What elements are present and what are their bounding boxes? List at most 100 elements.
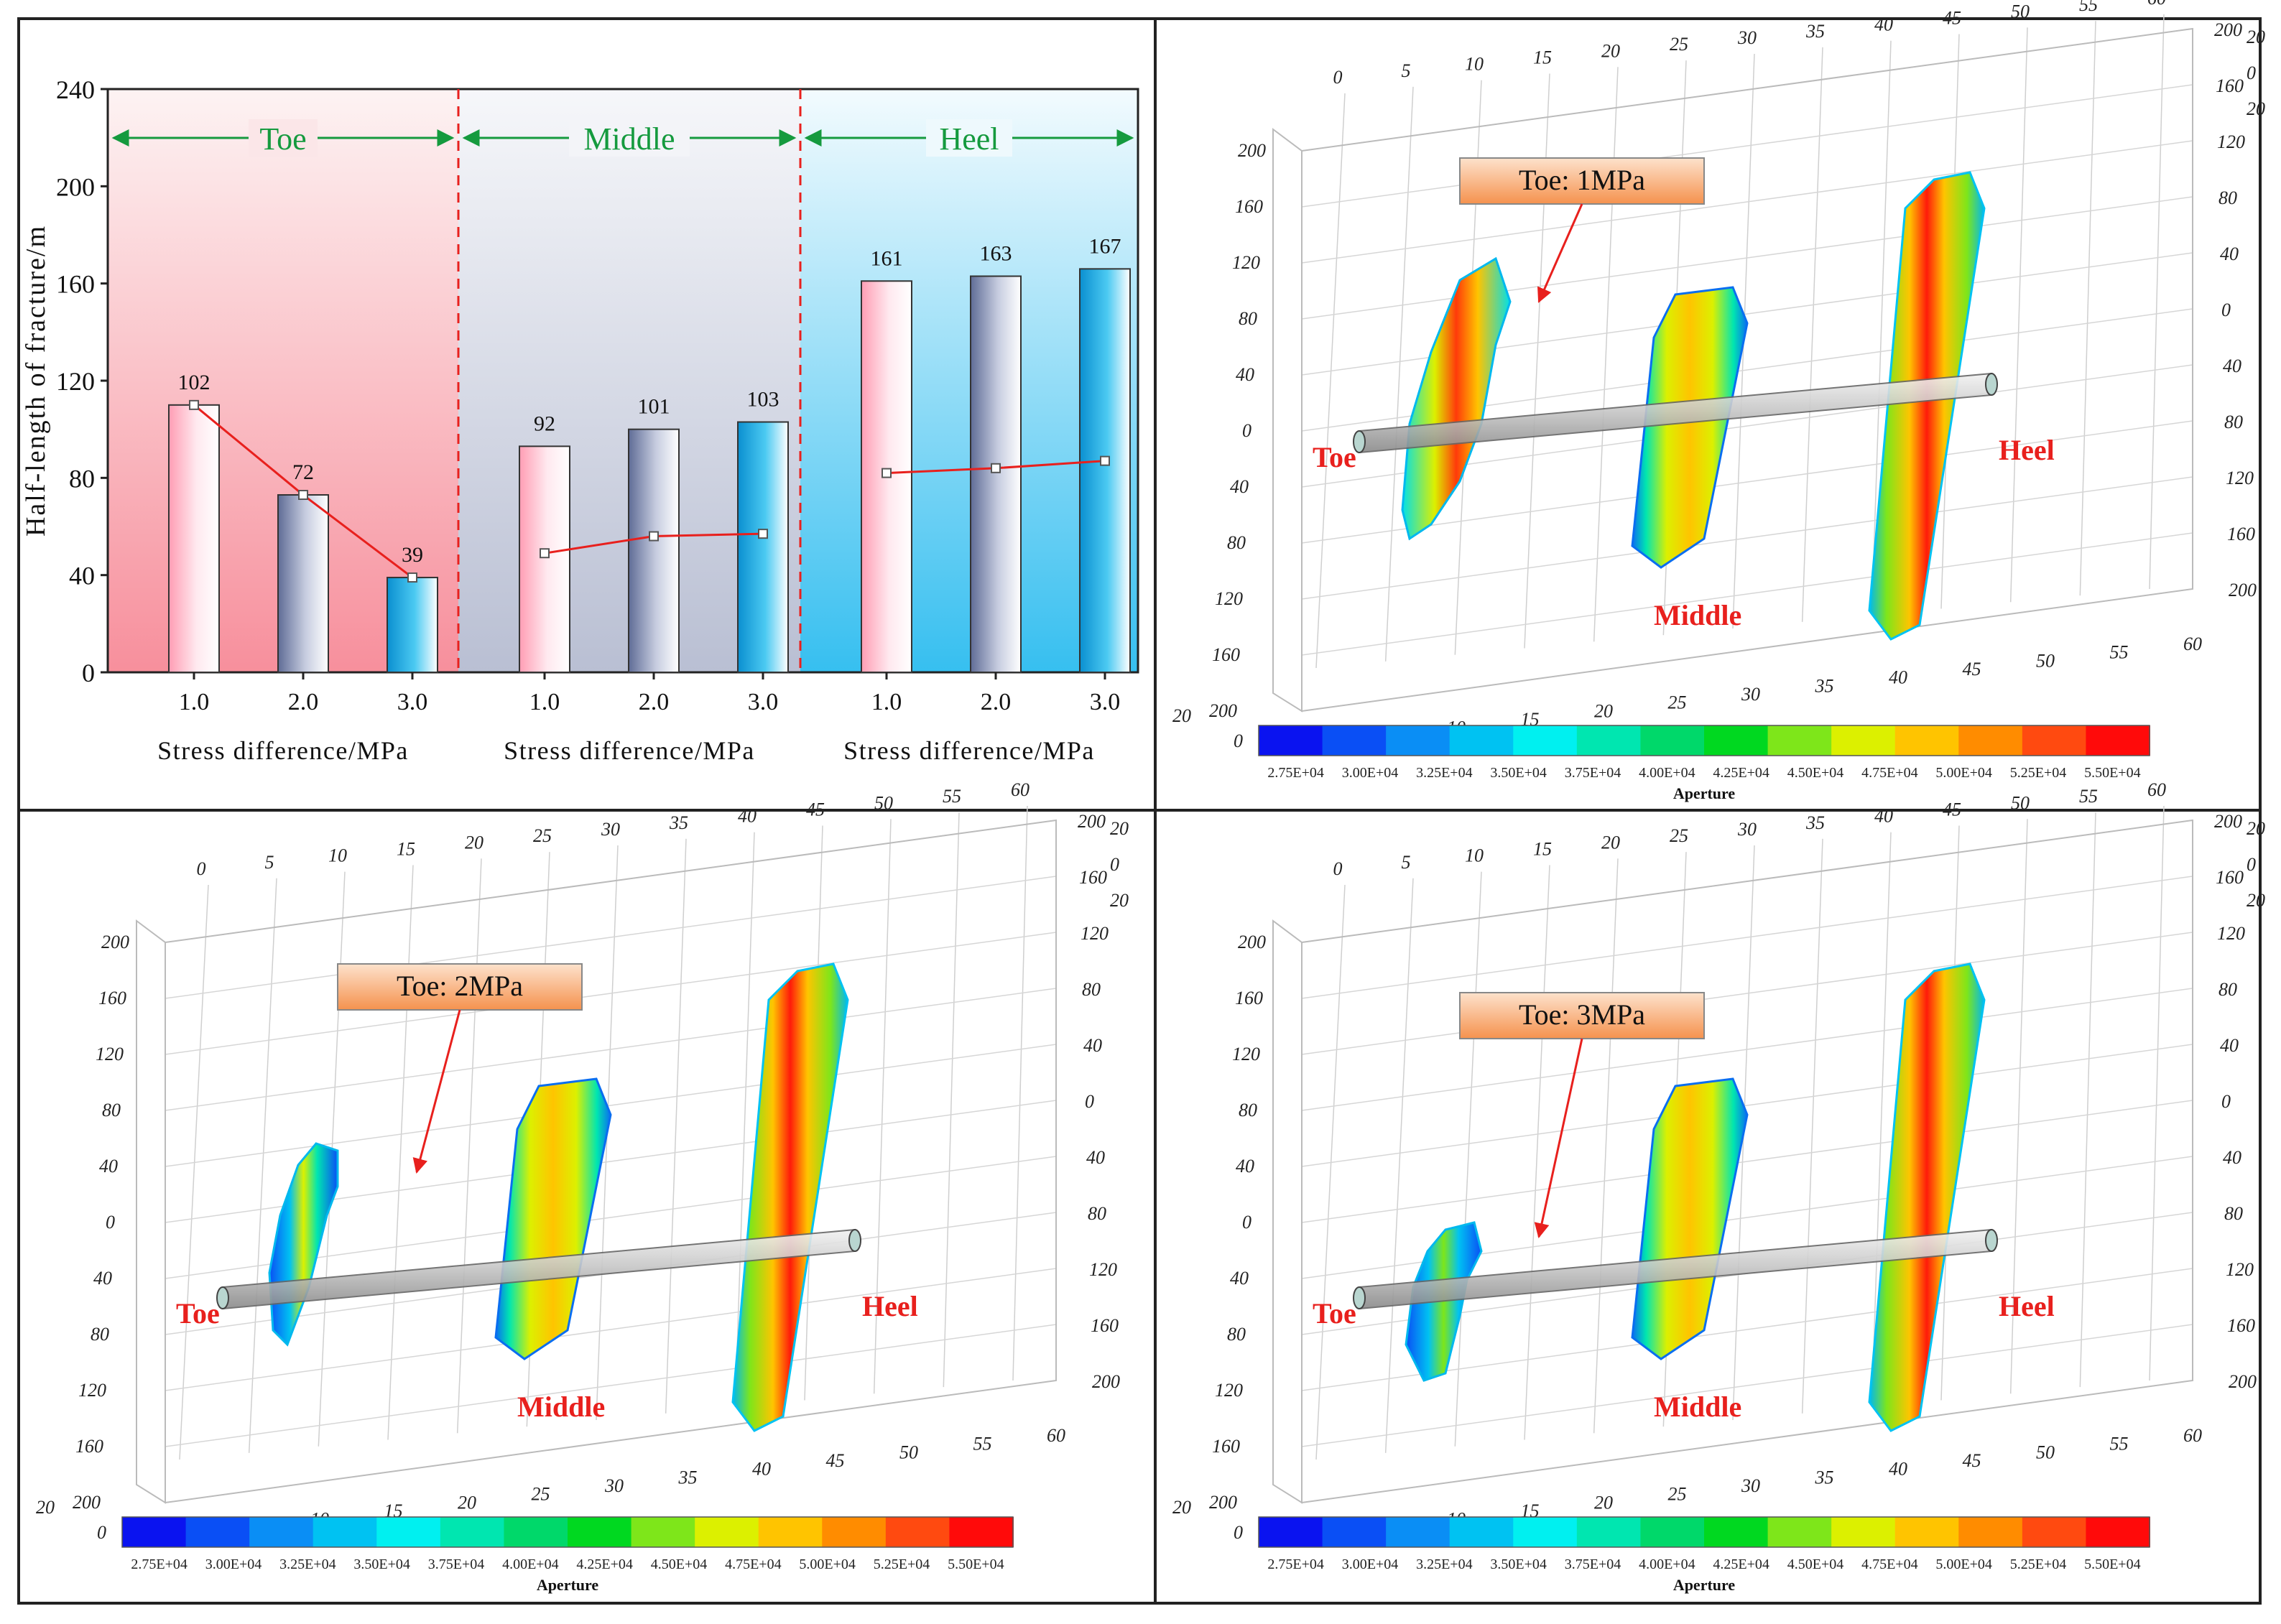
y-tick-label-right: 80	[1088, 1203, 1106, 1224]
grid-line-horizontal	[1301, 988, 2193, 1111]
label-middle: Middle	[517, 1391, 605, 1423]
colorbar-swatch	[1513, 1517, 1578, 1547]
colorbar-title: Aperture	[1673, 784, 1736, 802]
colorbar-swatch	[2086, 725, 2150, 756]
colorbar-tick-label: 4.75E+04	[725, 1556, 782, 1572]
colorbar-tick-label: 4.75E+04	[1861, 1556, 1918, 1572]
grid-line-horizontal	[165, 876, 1057, 999]
fracture-middle	[1631, 286, 1749, 569]
x-tick-label-far: 60	[2147, 779, 2166, 800]
grid-line-horizontal	[1301, 1044, 2193, 1167]
colorbar-tick-label: 5.25E+04	[874, 1556, 930, 1572]
x-tick-label-far: 5	[1402, 852, 1411, 873]
y-tick-label-left: 0	[1242, 1212, 1251, 1233]
y-tick-label: 0	[82, 659, 95, 687]
colorbar-swatch	[2022, 725, 2087, 756]
colorbar-swatch	[1831, 1517, 1896, 1547]
y-tick-label-right: 120	[2226, 1259, 2254, 1280]
colorbar-swatch	[504, 1517, 568, 1547]
colorbar-swatch	[695, 1517, 759, 1547]
callout-text: Toe: 2MPa	[397, 970, 523, 1002]
grid-line-horizontal	[165, 1324, 1057, 1447]
x-tick-label: 1.0	[179, 689, 210, 715]
grid-line-vertical	[1315, 884, 1346, 1460]
wellbore-end-cap	[1985, 1229, 1998, 1252]
x-tick-label-far: 30	[1737, 27, 1757, 48]
x-tick-label-far: 40	[738, 806, 757, 827]
y-tick-label-right: 120	[2226, 468, 2254, 488]
x-tick-label-far: 15	[1533, 47, 1552, 68]
y-tick-label-left: 80	[1239, 1100, 1257, 1120]
trend-point	[649, 531, 659, 542]
group-headers: Toe Middle Heel	[111, 119, 1134, 157]
corner-tick-label: 0	[1234, 1522, 1243, 1543]
data-label: 163	[980, 242, 1012, 266]
colorbar-swatch	[440, 1517, 505, 1547]
grid-line-horizontal	[165, 1044, 1057, 1167]
y-tick-label-right: 200	[2229, 580, 2257, 600]
colorbar-tick-label: 5.00E+04	[799, 1556, 856, 1572]
grid-line-horizontal	[1301, 532, 2193, 656]
colorbar-swatch	[1386, 725, 1451, 756]
x-axis-label: Stress difference/MPa	[504, 736, 755, 765]
grid-line-horizontal	[1301, 1100, 2193, 1223]
x-tick-label-far: 60	[1011, 779, 1030, 800]
x-tick-label-far: 45	[1943, 799, 1961, 820]
bar-heel-2.0	[970, 275, 1022, 673]
colorbar-tick-label: 3.25E+04	[1416, 765, 1472, 781]
y-tick-label-right: 40	[2220, 243, 2239, 264]
axis-box-left-face	[136, 919, 166, 1504]
x-tick-label-far: 10	[1465, 54, 1484, 75]
x-tick-label-near: 55	[973, 1434, 992, 1454]
fracture-heel	[731, 962, 849, 1432]
y-tick-label-right: 160	[1091, 1315, 1119, 1336]
x-tick-label-near: 50	[2036, 1442, 2055, 1462]
y-tick-label-right: 200	[2214, 19, 2242, 40]
data-label: 101	[638, 395, 670, 419]
colorbar-tick-label: 3.50E+04	[1490, 1556, 1547, 1572]
colorbar-swatch	[1576, 725, 1642, 756]
y-tick-label-left: 0	[106, 1212, 115, 1233]
colorbar-tick-label: 4.00E+04	[1639, 1556, 1695, 1572]
data-label: 39	[402, 543, 423, 567]
x-tick-label-far: 35	[1805, 812, 1825, 833]
y-tick-label-left: 80	[102, 1100, 121, 1120]
y-tick-label-left: 40	[1236, 364, 1254, 385]
y-tick-label-left: 160	[75, 1436, 103, 1457]
x-tick-label-far: 5	[265, 852, 274, 873]
y-tick-label-right: 0	[2221, 1091, 2231, 1112]
colorbar-swatch	[1767, 1517, 1833, 1547]
y-tick-label-right: 80	[1082, 979, 1101, 1000]
colorbar-tick-label: 5.50E+04	[2084, 1556, 2141, 1572]
x-tick-label-far: 20	[465, 832, 484, 853]
colorbar-tick-label: 4.50E+04	[1787, 1556, 1844, 1572]
group-name-backdrop	[569, 119, 690, 157]
y-tick-label-right: 200	[1092, 1371, 1120, 1392]
colorbar-tick-label: 4.00E+04	[502, 1556, 559, 1572]
grid-line-vertical	[1801, 838, 1823, 1414]
y-tick-label-right: 0	[2221, 300, 2231, 320]
y-tick-label-left: 40	[1236, 1156, 1254, 1177]
grid-line-vertical	[734, 832, 755, 1407]
x-tick-label-near: 20	[1594, 1492, 1613, 1513]
y-tick-label-right: 120	[2217, 923, 2245, 944]
x-tick-label: 2.0	[639, 689, 670, 715]
colorbar-tick-label: 2.75E+04	[1267, 1556, 1324, 1572]
grid-line-horizontal	[165, 1268, 1057, 1391]
y-tick-label-left: 120	[1232, 252, 1260, 273]
x-tick-label: 3.0	[397, 689, 428, 715]
colorbar-tick-label: 4.00E+04	[1639, 765, 1695, 781]
colorbar-tick-label: 3.25E+04	[279, 1556, 336, 1572]
colorbar-swatch	[822, 1517, 887, 1547]
colorbar-frame	[121, 1516, 1014, 1548]
x-tick-label-far: 45	[806, 799, 825, 820]
colorbar-swatch	[1322, 1517, 1387, 1547]
z-tick-label: 20	[2247, 98, 2265, 119]
fracture-middle	[494, 1077, 612, 1360]
colorbar-swatch	[1958, 725, 2023, 756]
x-tick-label-near: 45	[1963, 1450, 1981, 1471]
colorbar-tick-label: 3.75E+04	[1565, 765, 1621, 781]
x-tick-label: 3.0	[1090, 689, 1121, 715]
x-tick-label-far: 50	[2011, 792, 2030, 813]
